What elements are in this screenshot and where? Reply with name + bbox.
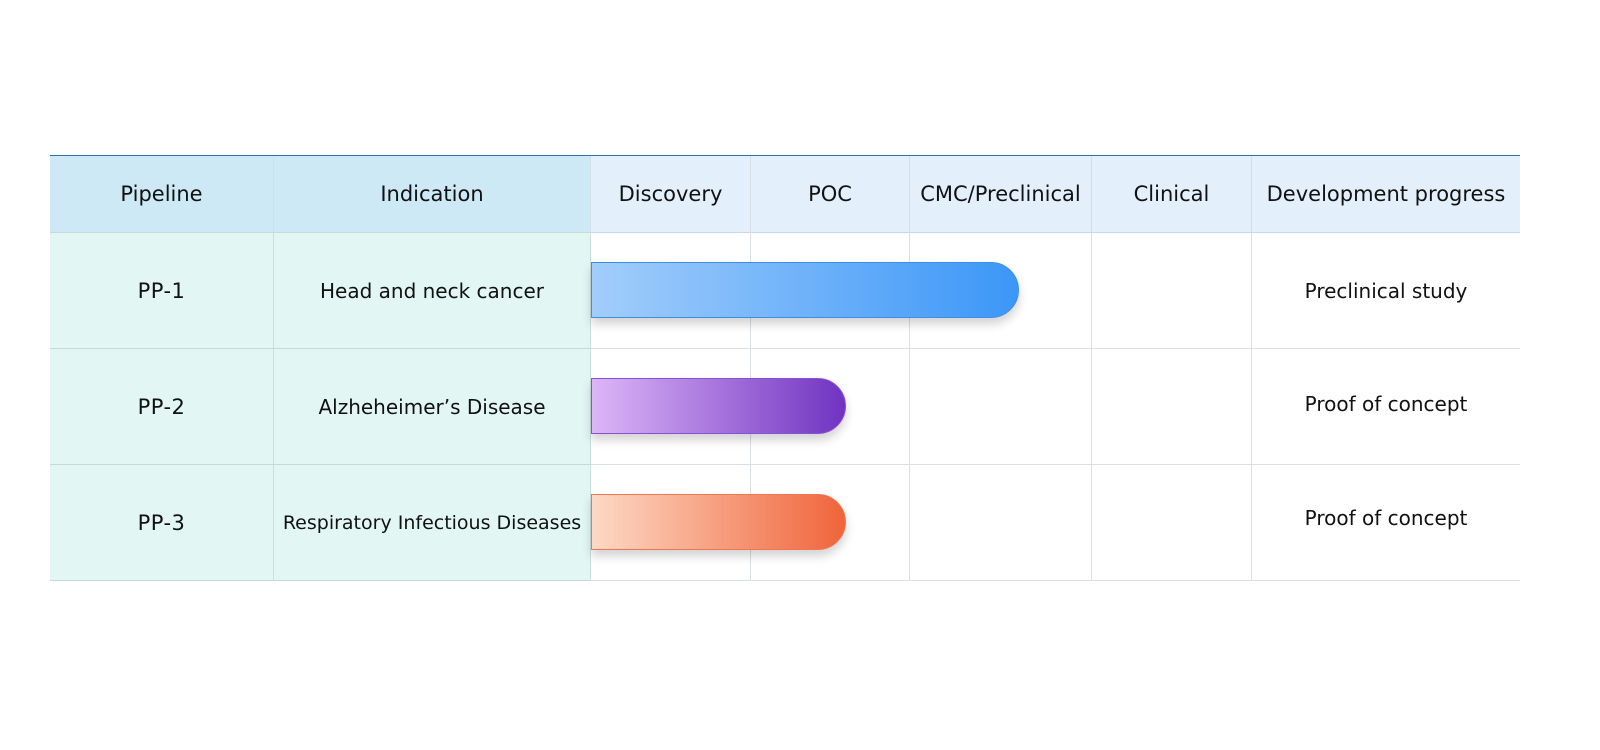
progress-bar-pp-1 — [591, 262, 1020, 318]
header-discovery: Discovery — [591, 156, 751, 233]
header-cmc-preclinical: CMC/Preclinical — [910, 156, 1092, 233]
row-2-clinical-cell — [1092, 349, 1252, 465]
header-poc: POC — [751, 156, 910, 233]
row-2-cmc-cell — [910, 349, 1092, 465]
row-3-clinical-cell — [1092, 465, 1252, 581]
row-3-indication: Respiratory Infectious Diseases — [274, 465, 591, 581]
header-pipeline: Pipeline — [50, 156, 274, 233]
row-2-status: Proof of concept — [1252, 349, 1520, 465]
row-3-status: Proof of concept — [1252, 465, 1520, 581]
row-2-indication: Alzheheimer’s Disease — [274, 349, 591, 465]
row-3-pipeline: PP-3 — [50, 465, 274, 581]
row-1-pipeline: PP-1 — [50, 233, 274, 349]
progress-bar-pp-3 — [591, 494, 847, 550]
header-clinical: Clinical — [1092, 156, 1252, 233]
progress-bar-pp-2 — [591, 378, 847, 434]
row-2-pipeline: PP-2 — [50, 349, 274, 465]
header-development-progress: Development progress — [1252, 156, 1520, 233]
row-1-clinical-cell — [1092, 233, 1252, 349]
header-indication: Indication — [274, 156, 591, 233]
pipeline-table: Pipeline Indication Discovery POC CMC/Pr… — [50, 155, 1520, 581]
row-3-cmc-cell — [910, 465, 1092, 581]
row-1-status: Preclinical study — [1252, 233, 1520, 349]
row-1-indication: Head and neck cancer — [274, 233, 591, 349]
